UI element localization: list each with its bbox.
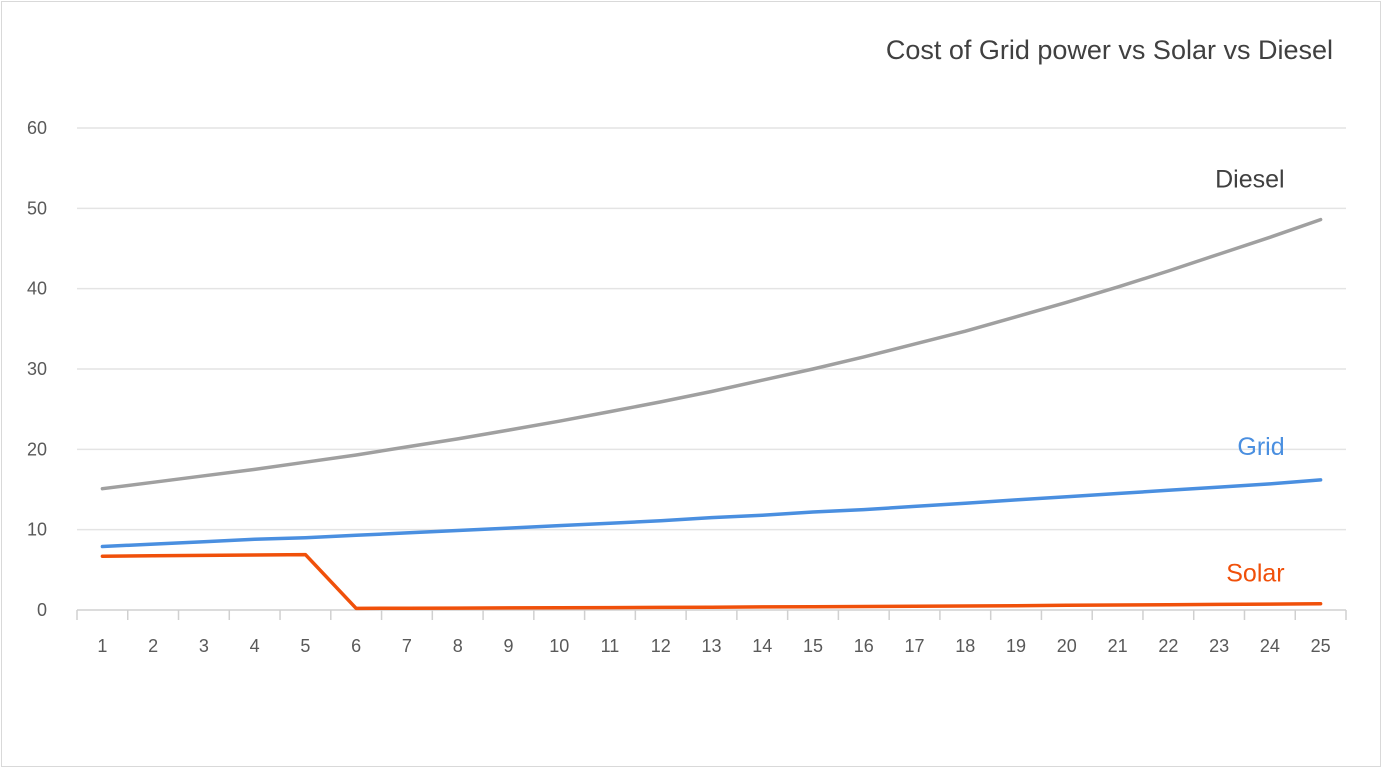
gridlines <box>77 127 1346 531</box>
x-tick-label: 6 <box>351 636 361 656</box>
x-axis: 1 2 3 4 5 6 7 8 9 10 11 12 13 14 15 16 17 18 19 20 21 22 23 24 2… <box>76 609 1347 656</box>
series-label-solar: Solar <box>1226 560 1284 588</box>
x-tick-label: 22 <box>1158 636 1178 656</box>
x-tick-label: 24 <box>1260 636 1280 656</box>
y-tick-label: 20 <box>27 439 47 459</box>
x-tick-label: 4 <box>250 636 260 656</box>
chart-title: Cost of Grid power vs Solar vs Diesel <box>886 35 1333 65</box>
y-tick-label: 0 <box>37 600 47 620</box>
x-tick-label: 14 <box>752 636 772 656</box>
x-tick-label: 5 <box>300 636 310 656</box>
series-line-solar <box>100 552 1323 611</box>
x-tick-label: 12 <box>651 636 671 656</box>
x-tick-label: 15 <box>803 636 823 656</box>
x-tick-label: 11 <box>601 636 620 656</box>
series-lines <box>100 217 1323 611</box>
y-tick-label: 10 <box>27 520 47 540</box>
x-tick-label: 16 <box>854 636 874 656</box>
x-tick-label: 17 <box>905 636 925 656</box>
x-tick-label: 9 <box>503 636 513 656</box>
x-tick-label: 25 <box>1311 636 1331 656</box>
x-tick-label: 8 <box>453 636 463 656</box>
series-label-grid: Grid <box>1237 433 1284 461</box>
y-tick-label: 60 <box>27 118 47 138</box>
y-tick-label: 30 <box>27 359 47 379</box>
y-tick-label: 40 <box>27 279 47 299</box>
x-tick-label: 2 <box>148 636 158 656</box>
x-tick-label: 7 <box>402 636 412 656</box>
series-line-diesel <box>100 217 1323 491</box>
x-tick-label: 13 <box>701 636 721 656</box>
x-tick-label: 18 <box>955 636 975 656</box>
x-tick-label: 19 <box>1006 636 1026 656</box>
x-tick-label: 1 <box>97 636 107 656</box>
y-tick-label: 50 <box>27 198 47 218</box>
x-tick-label: 21 <box>1108 636 1128 656</box>
x-tick-label: 20 <box>1057 636 1077 656</box>
series-labels: Diesel Grid Solar <box>1215 166 1284 588</box>
y-axis-ticks: 0 10 20 30 40 50 60 <box>27 118 47 620</box>
x-tick-label: 3 <box>199 636 209 656</box>
series-line-grid <box>100 478 1323 549</box>
x-tick-label: 10 <box>549 636 569 656</box>
series-label-diesel: Diesel <box>1215 166 1284 194</box>
x-tick-label: 23 <box>1209 636 1229 656</box>
